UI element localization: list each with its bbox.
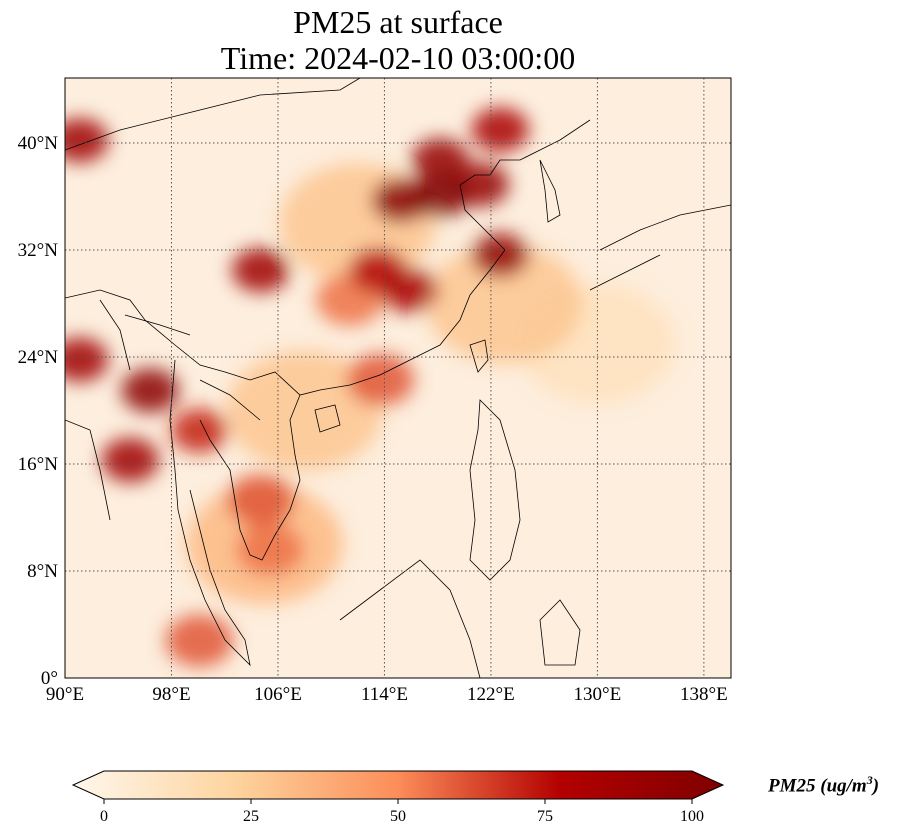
map-title: PM25 at surface	[293, 4, 503, 40]
x-tick-label: 122°E	[467, 684, 515, 705]
x-tick-label: 130°E	[574, 684, 622, 705]
pm25-hotspot	[236, 523, 304, 576]
y-tick-label: 16°N	[18, 454, 59, 475]
pm25-hotspot	[101, 437, 159, 482]
map-subtitle: Time: 2024-02-10 03:00:00	[220, 40, 576, 76]
pm25-hotspot	[65, 337, 109, 382]
colorbar-tick-label: 50	[390, 808, 406, 825]
pm25-hotspot	[471, 233, 529, 278]
pm25-hotspot	[170, 408, 229, 453]
coastlines	[65, 78, 731, 678]
x-tick-label: 114°E	[361, 684, 408, 705]
pm25-hotspot	[232, 248, 290, 293]
colorbar-tick-label: 100	[680, 808, 704, 825]
x-tick-label: 106°E	[254, 684, 302, 705]
pm25-hotspot	[411, 173, 469, 218]
pm25-hotspot	[226, 474, 295, 527]
colorbar-tick-label: 0	[100, 808, 108, 825]
pm25-hotspot	[65, 118, 109, 163]
y-tick-label: 40°N	[18, 133, 59, 154]
colorbar-tick-label: 25	[243, 808, 259, 825]
x-tick-label: 98°E	[152, 684, 190, 705]
pm25-hotspot	[121, 368, 179, 413]
pm25-hotspot	[226, 350, 383, 471]
colorbar: 0 25 50 75 100	[71, 770, 725, 825]
x-tick-label: 90°E	[46, 684, 84, 705]
y-tick-label: 24°N	[18, 347, 59, 368]
colorbar-label: PM25 (ug/m3)	[768, 773, 880, 797]
pm25-hotspot	[165, 614, 234, 667]
pm25-hotspot	[426, 243, 583, 364]
y-tick-label: 8°N	[27, 561, 58, 582]
colorbar-tick-label: 75	[537, 808, 553, 825]
map-frame	[64, 77, 732, 679]
y-tick-label: 0°	[41, 668, 58, 689]
pm25-hotspot	[346, 353, 415, 406]
pm25-hotspot	[381, 268, 439, 313]
graticule	[65, 78, 731, 678]
pm25-hotspot	[411, 138, 469, 183]
x-tick-label: 138°E	[680, 684, 728, 705]
pm25-hotspot	[471, 107, 529, 152]
y-tick-label: 32°N	[18, 240, 59, 261]
